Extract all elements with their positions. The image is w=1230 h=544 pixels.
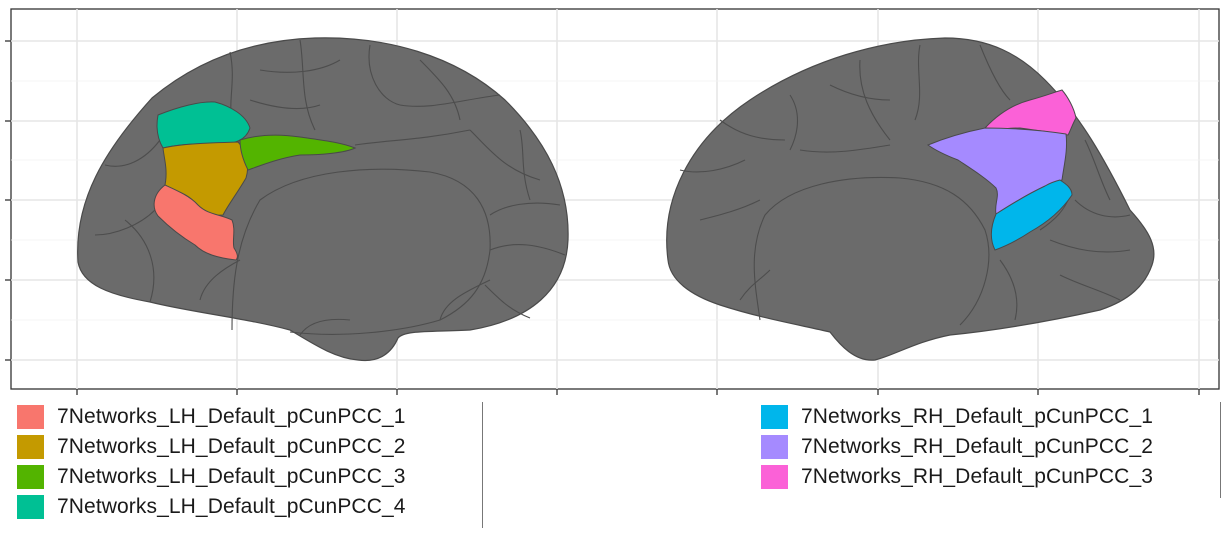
legend-swatch [17,405,44,429]
left-hemisphere [77,37,569,362]
lh-pcunpcc-3-region [239,134,357,171]
legend-item-rh-1: 7Networks_RH_Default_pCunPCC_1 [758,402,1220,432]
legend-item-rh-3: 7Networks_RH_Default_pCunPCC_3 [758,462,1220,492]
legend-right: 7Networks_RH_Default_pCunPCC_1 7Networks… [758,402,1221,498]
legend-label: 7Networks_RH_Default_pCunPCC_1 [801,405,1154,428]
legend-swatch [761,405,788,429]
legend-swatch [761,435,788,459]
axis-ticks [5,40,1200,395]
legend-swatch [17,465,44,489]
legend-item-rh-2: 7Networks_RH_Default_pCunPCC_2 [758,432,1220,462]
right-hemisphere [666,37,1155,361]
lh-pcunpcc-4-region [156,101,251,149]
rh-pcunpcc-3-region [984,89,1077,136]
lh-pcunpcc-1-region [153,184,238,261]
legend-label: 7Networks_RH_Default_pCunPCC_3 [801,465,1154,488]
legend-swatch [761,465,788,489]
legend-left: 7Networks_LH_Default_pCunPCC_1 7Networks… [14,402,483,528]
legend-label: 7Networks_LH_Default_pCunPCC_4 [57,495,406,518]
legend-label: 7Networks_LH_Default_pCunPCC_1 [57,405,406,428]
legend-label: 7Networks_LH_Default_pCunPCC_3 [57,465,406,488]
legend-item-lh-2: 7Networks_LH_Default_pCunPCC_2 [14,432,482,462]
legend-item-lh-1: 7Networks_LH_Default_pCunPCC_1 [14,402,482,432]
legend-swatch [17,495,44,519]
rh-pcunpcc-1-region [990,179,1073,251]
legend-label: 7Networks_RH_Default_pCunPCC_2 [801,435,1154,458]
legend-label: 7Networks_LH_Default_pCunPCC_2 [57,435,406,458]
legend-swatch [17,435,44,459]
legend-item-lh-3: 7Networks_LH_Default_pCunPCC_3 [14,462,482,492]
right-parcel-boundaries [679,44,1131,326]
legend-item-lh-4: 7Networks_LH_Default_pCunPCC_4 [14,492,482,522]
